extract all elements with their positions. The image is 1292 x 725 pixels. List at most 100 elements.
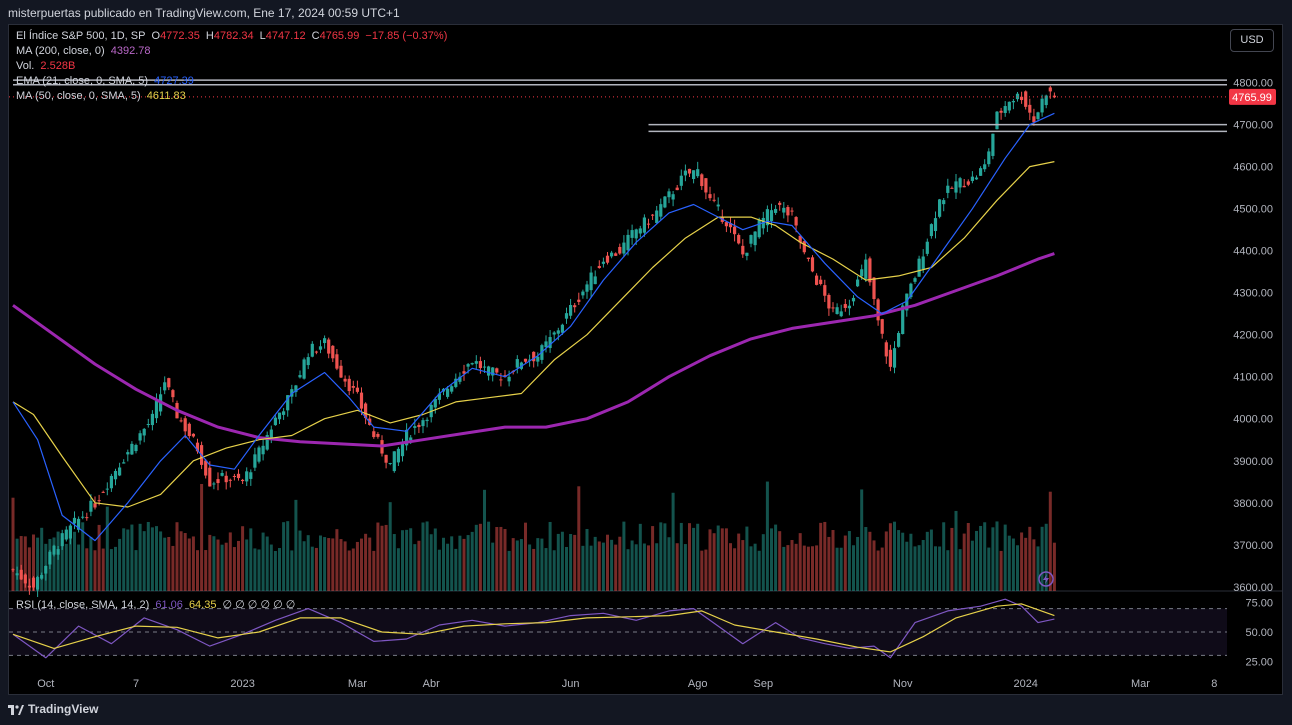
candle-body [36,577,40,590]
candle-body [105,488,109,490]
lightning-icon[interactable] [1038,571,1054,587]
chart-frame[interactable]: 4800.00 4700.00 4600.00 4500.00 4400.00 4300.… [8,24,1283,695]
volume-bar [565,546,568,591]
volume-bar [630,540,634,591]
volume-bar [368,537,372,591]
volume-bar [1024,537,1028,591]
volume-bar [577,486,581,591]
legend-rsi[interactable]: RSI (14, close, SMA, 14, 2) 61.06 64.35 … [16,598,298,611]
legend-h-value: 4782.34 [213,30,254,42]
rsi-tick-label: 25.00 [1245,656,1273,668]
volume-bar [122,528,126,591]
candle-body [757,219,761,238]
volume-bar [593,536,597,591]
volume-bar [331,538,335,591]
candle-body [597,266,601,268]
volume-bar [548,521,552,591]
volume-bar [376,522,380,591]
candle-body [482,366,487,368]
x-tick-label: Nov [893,678,913,690]
legend-c-value: 4765.99 [319,30,360,42]
lightning-bolt-icon [1043,574,1049,584]
candle-body [64,529,68,540]
candle-body [892,348,897,368]
volume-bar [1007,535,1011,591]
volume-bar [507,550,511,591]
volume-bar [770,528,773,591]
volume-bar [437,549,441,591]
volume-bar [175,522,179,591]
volume-bar [1040,526,1044,591]
price-chart[interactable]: 4800.00 4700.00 4600.00 4500.00 4400.00 4300.… [9,25,1283,695]
volume-bar [811,546,814,591]
y-tick-label: 4100.00 [1233,372,1273,384]
legend-ma50[interactable]: MA (50, close, 0, SMA, 5) 4611.83 [16,90,189,102]
currency-button[interactable]: USD [1230,29,1274,52]
candle-body [577,299,581,302]
volume-bar [856,536,860,591]
rsi-label: RSI (14, close, SMA, 14, 2) [16,599,150,611]
candle-body [847,305,851,309]
candle-body [733,226,737,235]
candle-body [462,371,466,374]
candle-body [544,341,548,348]
candle-body [118,467,122,476]
volume-bar [975,530,978,591]
candle-body [487,366,491,376]
candle-body [179,420,183,422]
legend-ma200[interactable]: MA (200, close, 0) 4392.78 [16,45,153,57]
candle-body [769,210,774,222]
candle-body [446,388,450,397]
volume-bar [232,547,236,591]
legend-volume[interactable]: Vol. 2.528B [16,60,78,72]
volume-bar [741,540,745,591]
candle-body [1007,101,1011,111]
volume-bar [655,543,659,591]
candle-body [888,349,892,367]
volume-bar [823,521,827,591]
candle-body [995,111,999,130]
volume-bar [749,546,753,591]
volume-bar [212,536,216,591]
volume-bar [667,537,671,591]
volume-bar [597,541,601,591]
legend-ema21[interactable]: EMA (21, close, 0, SMA, 5) 4727.39 [16,75,197,87]
volume-bar [872,540,876,591]
volume-bar [515,540,519,591]
footer-brand[interactable]: TradingView [8,702,98,716]
volume-bar [917,545,921,591]
candle-body [696,169,700,177]
volume-bar [442,537,445,591]
volume-bar [524,522,527,591]
candle-body [966,181,970,185]
volume-bar [228,532,232,591]
volume-bar [19,536,23,591]
candle-body [839,311,843,317]
volume-bar [237,540,240,591]
candle-body [478,361,482,369]
volume-bar [134,550,138,591]
volume-bar [983,522,987,591]
candle-body [392,451,396,472]
candle-body [372,431,376,438]
volume-bar [925,531,929,591]
candle-body [593,276,597,285]
rsi-ma-value: 64.35 [188,599,217,611]
tradingview-logo-icon [8,704,24,715]
candle-body [741,245,745,255]
volume-bar [97,524,101,591]
volume-bar [601,542,605,591]
candle-body [11,569,15,571]
volume-bar [671,492,675,591]
candle-body [286,395,290,411]
volume-bar [64,543,68,591]
volume-bar [589,545,593,591]
candle-body [72,517,77,524]
candle-body [323,338,327,344]
candle-body [671,194,675,200]
volume-bar [372,550,376,591]
volume-bar [569,534,573,591]
volume-bar [77,544,81,591]
candle-body [901,305,905,335]
volume-bar [737,533,741,591]
